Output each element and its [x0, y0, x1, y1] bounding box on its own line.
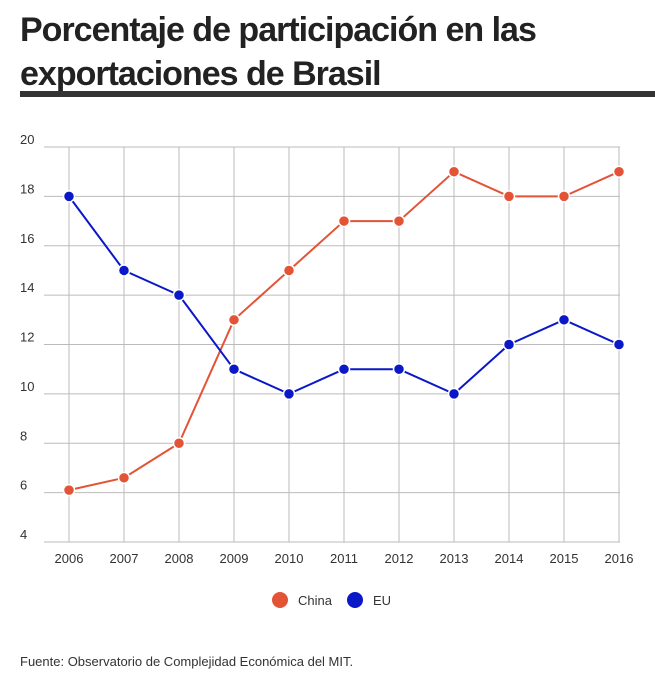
x-tick-label: 2008	[165, 551, 194, 566]
y-tick-label: 20	[20, 132, 34, 147]
x-tick-label: 2014	[495, 551, 524, 566]
data-point-china[interactable]	[502, 190, 516, 203]
chart-title: Porcentaje de participación en las expor…	[20, 11, 537, 93]
title-rule	[20, 91, 655, 97]
legend-label-china: China	[298, 592, 332, 608]
data-point-china[interactable]	[282, 264, 296, 277]
y-tick-label: 12	[20, 330, 34, 345]
data-point-eu[interactable]	[447, 387, 461, 401]
y-tick-label: 18	[20, 181, 34, 196]
data-point-eu[interactable]	[282, 387, 296, 401]
x-tick-label: 2009	[220, 551, 249, 566]
legend-item-china[interactable]: China	[272, 592, 332, 608]
data-point-eu[interactable]	[337, 362, 351, 376]
y-tick-label: 6	[20, 478, 27, 493]
grid	[44, 146, 620, 543]
data-point-eu[interactable]	[502, 338, 516, 351]
data-point-china[interactable]	[392, 214, 406, 228]
y-tick-label: 14	[20, 280, 34, 295]
data-point-eu[interactable]	[612, 338, 626, 351]
data-point-china[interactable]	[117, 471, 131, 485]
x-tick-label: 2013	[440, 551, 469, 566]
data-point-china[interactable]	[557, 190, 571, 203]
legend-label-eu: EU	[373, 592, 392, 608]
data-point-eu[interactable]	[117, 264, 131, 277]
data-point-china[interactable]	[447, 165, 461, 178]
data-point-eu[interactable]	[227, 362, 241, 376]
data-point-china[interactable]	[172, 437, 186, 450]
y-axis: 4 6 8 10 12 14 16 18 20	[20, 132, 34, 542]
data-point-china[interactable]	[62, 483, 76, 497]
x-tick-label: 2007	[110, 551, 139, 566]
data-point-china[interactable]	[612, 165, 626, 178]
data-point-china[interactable]	[227, 313, 241, 327]
legend-swatch-china	[272, 592, 288, 608]
source-note: Fuente: Observatorio de Complejidad Econ…	[20, 654, 354, 669]
x-tick-label: 2010	[275, 551, 304, 566]
x-tick-label: 2016	[605, 551, 634, 566]
x-tick-label: 2015	[550, 551, 579, 566]
series-points	[62, 165, 626, 497]
legend-swatch-eu	[347, 592, 363, 608]
x-axis: 2006 2007 2008 2009 2010 2011 2012 2013 2014 2015…	[55, 551, 634, 566]
y-tick-label: 8	[20, 428, 27, 443]
line-chart: 4 6 8 10 12 14 16 18 20 2006 2007 2008 2009 2010 2011…	[20, 132, 634, 566]
x-tick-label: 2011	[330, 551, 358, 566]
legend-item-eu[interactable]: EU	[347, 592, 391, 608]
x-tick-label: 2006	[55, 551, 84, 566]
data-point-eu[interactable]	[392, 362, 406, 376]
data-point-eu[interactable]	[172, 288, 186, 302]
y-tick-label: 4	[20, 527, 27, 542]
x-tick-label: 2012	[385, 551, 414, 566]
data-point-china[interactable]	[337, 214, 351, 228]
legend: China EU	[0, 592, 655, 618]
y-tick-label: 16	[20, 231, 34, 246]
y-tick-label: 10	[20, 379, 34, 394]
data-point-eu[interactable]	[557, 313, 571, 327]
data-point-eu[interactable]	[62, 190, 76, 203]
